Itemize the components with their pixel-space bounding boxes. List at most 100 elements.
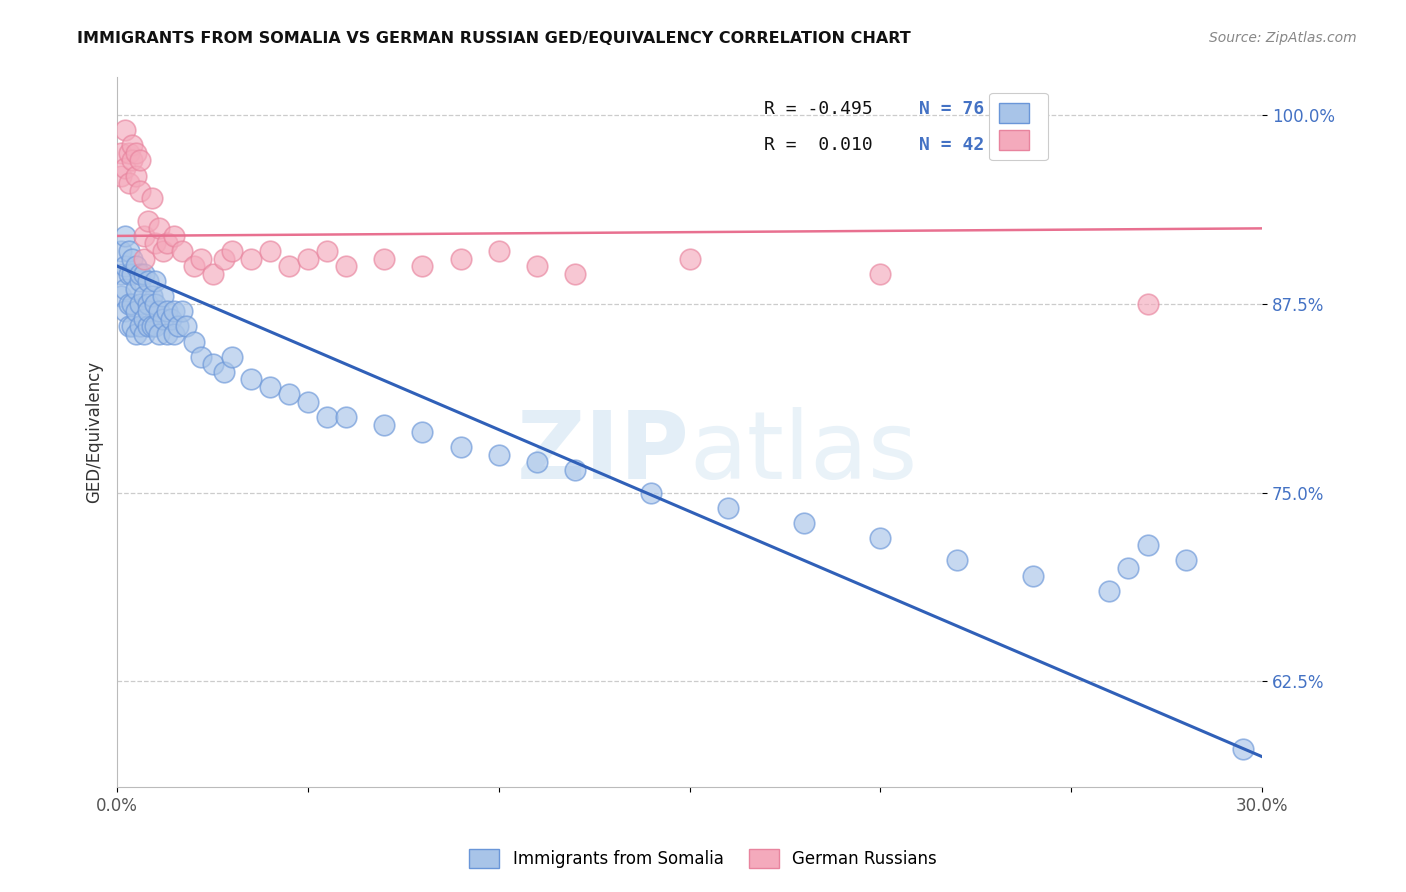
- Point: [136, 304, 159, 318]
- Point: [239, 252, 262, 266]
- Point: [148, 221, 170, 235]
- Point: [125, 282, 148, 296]
- Point: [159, 312, 181, 326]
- Point: [152, 289, 174, 303]
- Point: [316, 410, 339, 425]
- Point: [297, 252, 319, 266]
- Point: [114, 123, 136, 137]
- Point: [526, 455, 548, 469]
- Point: [259, 380, 281, 394]
- Point: [143, 297, 166, 311]
- Point: [132, 267, 155, 281]
- Point: [239, 372, 262, 386]
- Point: [117, 267, 139, 281]
- Point: [170, 304, 193, 318]
- Point: [110, 289, 132, 303]
- Point: [121, 153, 143, 168]
- Point: [121, 138, 143, 153]
- Text: R = -0.495: R = -0.495: [763, 101, 873, 119]
- Point: [114, 304, 136, 318]
- Point: [163, 326, 186, 341]
- Point: [143, 274, 166, 288]
- Point: [132, 228, 155, 243]
- Point: [110, 145, 132, 160]
- Text: atlas: atlas: [689, 408, 918, 500]
- Point: [125, 169, 148, 183]
- Point: [152, 312, 174, 326]
- Point: [717, 500, 740, 515]
- Point: [526, 259, 548, 273]
- Point: [136, 297, 159, 311]
- Point: [373, 252, 395, 266]
- Point: [1098, 583, 1121, 598]
- Point: [121, 267, 143, 281]
- Point: [129, 319, 152, 334]
- Point: [114, 282, 136, 296]
- Point: [129, 267, 152, 281]
- Point: [117, 319, 139, 334]
- Point: [174, 319, 197, 334]
- Point: [488, 244, 510, 258]
- Point: [183, 259, 205, 273]
- Point: [110, 244, 132, 258]
- Point: [1136, 297, 1159, 311]
- Point: [564, 267, 586, 281]
- Point: [125, 145, 148, 160]
- Point: [141, 319, 163, 334]
- Point: [488, 448, 510, 462]
- Point: [221, 350, 243, 364]
- Point: [869, 267, 891, 281]
- Point: [132, 289, 155, 303]
- Point: [201, 357, 224, 371]
- Point: [110, 267, 132, 281]
- Point: [167, 319, 190, 334]
- Point: [163, 228, 186, 243]
- Point: [212, 252, 235, 266]
- Point: [335, 259, 357, 273]
- Point: [132, 326, 155, 341]
- Point: [450, 252, 472, 266]
- Point: [141, 191, 163, 205]
- Point: [1022, 568, 1045, 582]
- Point: [277, 259, 299, 273]
- Text: ZIP: ZIP: [517, 408, 689, 500]
- Point: [212, 365, 235, 379]
- Point: [316, 244, 339, 258]
- Point: [183, 334, 205, 349]
- Point: [117, 244, 139, 258]
- Point: [1232, 742, 1254, 756]
- Point: [221, 244, 243, 258]
- Point: [143, 319, 166, 334]
- Point: [117, 145, 139, 160]
- Point: [678, 252, 700, 266]
- Point: [136, 274, 159, 288]
- Point: [869, 531, 891, 545]
- Point: [132, 312, 155, 326]
- Point: [373, 417, 395, 432]
- Point: [297, 395, 319, 409]
- Point: [125, 259, 148, 273]
- Point: [143, 236, 166, 251]
- Legend: Immigrants from Somalia, German Russians: Immigrants from Somalia, German Russians: [463, 842, 943, 875]
- Point: [170, 244, 193, 258]
- Point: [564, 463, 586, 477]
- Point: [156, 326, 179, 341]
- Point: [129, 274, 152, 288]
- Point: [190, 252, 212, 266]
- Point: [132, 252, 155, 266]
- Point: [152, 244, 174, 258]
- Point: [335, 410, 357, 425]
- Point: [114, 228, 136, 243]
- Y-axis label: GED/Equivalency: GED/Equivalency: [86, 361, 103, 503]
- Text: R =  0.010: R = 0.010: [763, 136, 873, 153]
- Point: [411, 425, 433, 439]
- Point: [156, 304, 179, 318]
- Point: [136, 319, 159, 334]
- Point: [114, 161, 136, 175]
- Legend: , : ,: [990, 93, 1047, 161]
- Point: [201, 267, 224, 281]
- Point: [117, 297, 139, 311]
- Point: [117, 176, 139, 190]
- Point: [125, 304, 148, 318]
- Point: [148, 326, 170, 341]
